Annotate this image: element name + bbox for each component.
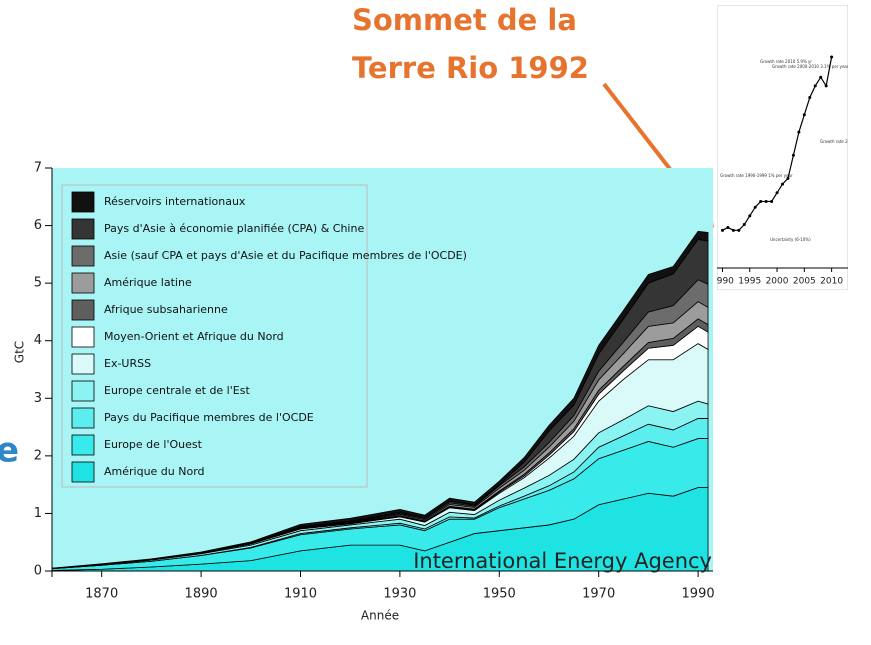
legend-label: Afrique subsaharienne <box>104 303 228 316</box>
legend-swatch <box>71 218 95 240</box>
callout: Terre Rio 1992 <box>352 51 589 85</box>
point <box>791 153 795 157</box>
legend-label: Réservoirs internationaux <box>104 195 246 208</box>
x-tick-label: 1995 <box>738 277 761 287</box>
legend-swatch <box>71 299 95 321</box>
point <box>781 182 784 186</box>
slide-fragment: e <box>0 431 19 471</box>
source: International Energy Agency <box>413 549 712 573</box>
point <box>830 55 834 59</box>
area <box>51 230 709 569</box>
point <box>737 228 741 232</box>
inset-annotation: Growth rate 2010 5.9% yr <box>760 59 812 64</box>
point <box>753 205 757 209</box>
legend-swatch <box>71 434 95 456</box>
legend-swatch <box>71 272 95 294</box>
inset-chart: 1990 1995 2000 2005 2010 Growth rate 2010 5.9… <box>711 5 871 290</box>
legend-label: Pays du Pacifique membres de l'OCDE <box>104 411 314 424</box>
point <box>786 176 790 180</box>
x-tick-label: 2005 <box>793 277 816 287</box>
y-tick-label: 7 <box>34 161 42 176</box>
point <box>731 228 735 232</box>
legend-label: Amérique latine <box>104 276 192 289</box>
point <box>819 75 823 79</box>
y-tick-label: 1 <box>34 506 42 521</box>
inset-annotation: Growth rate 2000-2010 3.1% per year <box>772 64 849 69</box>
inset-background <box>717 5 848 290</box>
y-tick-label: 3 <box>34 391 42 406</box>
point <box>813 84 817 88</box>
point <box>824 84 828 88</box>
x-tick-label: 1870 <box>85 587 118 602</box>
legend-label: Ex-URSS <box>104 357 151 370</box>
x-tick-label: 1910 <box>284 587 317 602</box>
inset-annotation: Growth rate 1990-1999 1% per year <box>720 173 793 178</box>
y-tick-label: 5 <box>34 276 42 291</box>
legend-swatch <box>71 461 95 483</box>
legend-label: Moyen-Orient et Afrique du Nord <box>104 330 284 343</box>
legend-label: Europe de l'Ouest <box>104 438 203 451</box>
point <box>808 95 812 99</box>
y-tick-label: 6 <box>34 218 42 233</box>
point <box>802 113 806 117</box>
legend-swatch <box>71 326 95 348</box>
point <box>720 228 724 232</box>
legend-box <box>61 184 368 488</box>
point <box>759 199 763 203</box>
x-tick-label: 1890 <box>185 587 218 602</box>
x-tick-label: 1990 <box>711 277 734 287</box>
legend-swatch <box>71 407 95 429</box>
x-tick-label: 1970 <box>582 587 615 602</box>
point <box>797 130 801 134</box>
legend-swatch <box>71 353 95 375</box>
legend-swatch <box>71 191 95 213</box>
x-tick-label: 1950 <box>483 587 516 602</box>
x-axis-label: Année <box>361 609 399 623</box>
y-tick-label: 4 <box>34 333 42 348</box>
legend-label: Asie (sauf CPA et pays d'Asie et du Paci… <box>104 249 467 262</box>
y-tick-label: 0 <box>34 564 42 579</box>
inset-annotation: Uncertainty (6-10%) <box>770 237 811 242</box>
point <box>770 199 774 203</box>
callout: Sommet de la <box>352 3 577 37</box>
inset-annotation: Growth rate 2009 -1.3% per year <box>820 139 871 144</box>
point <box>742 223 746 227</box>
legend-label: Amérique du Nord <box>104 465 205 478</box>
x-tick-label: 2010 <box>820 277 843 287</box>
x-tick-label: 1990 <box>682 587 715 602</box>
legend-label: Europe centrale et de l'Est <box>104 384 250 397</box>
point <box>726 225 730 229</box>
x-tick-label: 1930 <box>383 587 416 602</box>
point <box>748 214 752 218</box>
legend-label: Pays d'Asie à économie planifiée (CPA) &… <box>104 222 364 235</box>
y-tick-label: 2 <box>34 448 42 463</box>
main-chart: 0 1 2 3 4 5 6 7 1870 1890 1910 1930 1950 1970 1990 GtC A… <box>13 161 715 623</box>
legend-swatch <box>71 380 95 402</box>
y-axis-label: GtC <box>13 341 27 363</box>
legend-swatch <box>71 245 95 267</box>
x-tick-label: 2000 <box>766 277 789 287</box>
point <box>764 199 768 203</box>
point <box>775 191 779 195</box>
